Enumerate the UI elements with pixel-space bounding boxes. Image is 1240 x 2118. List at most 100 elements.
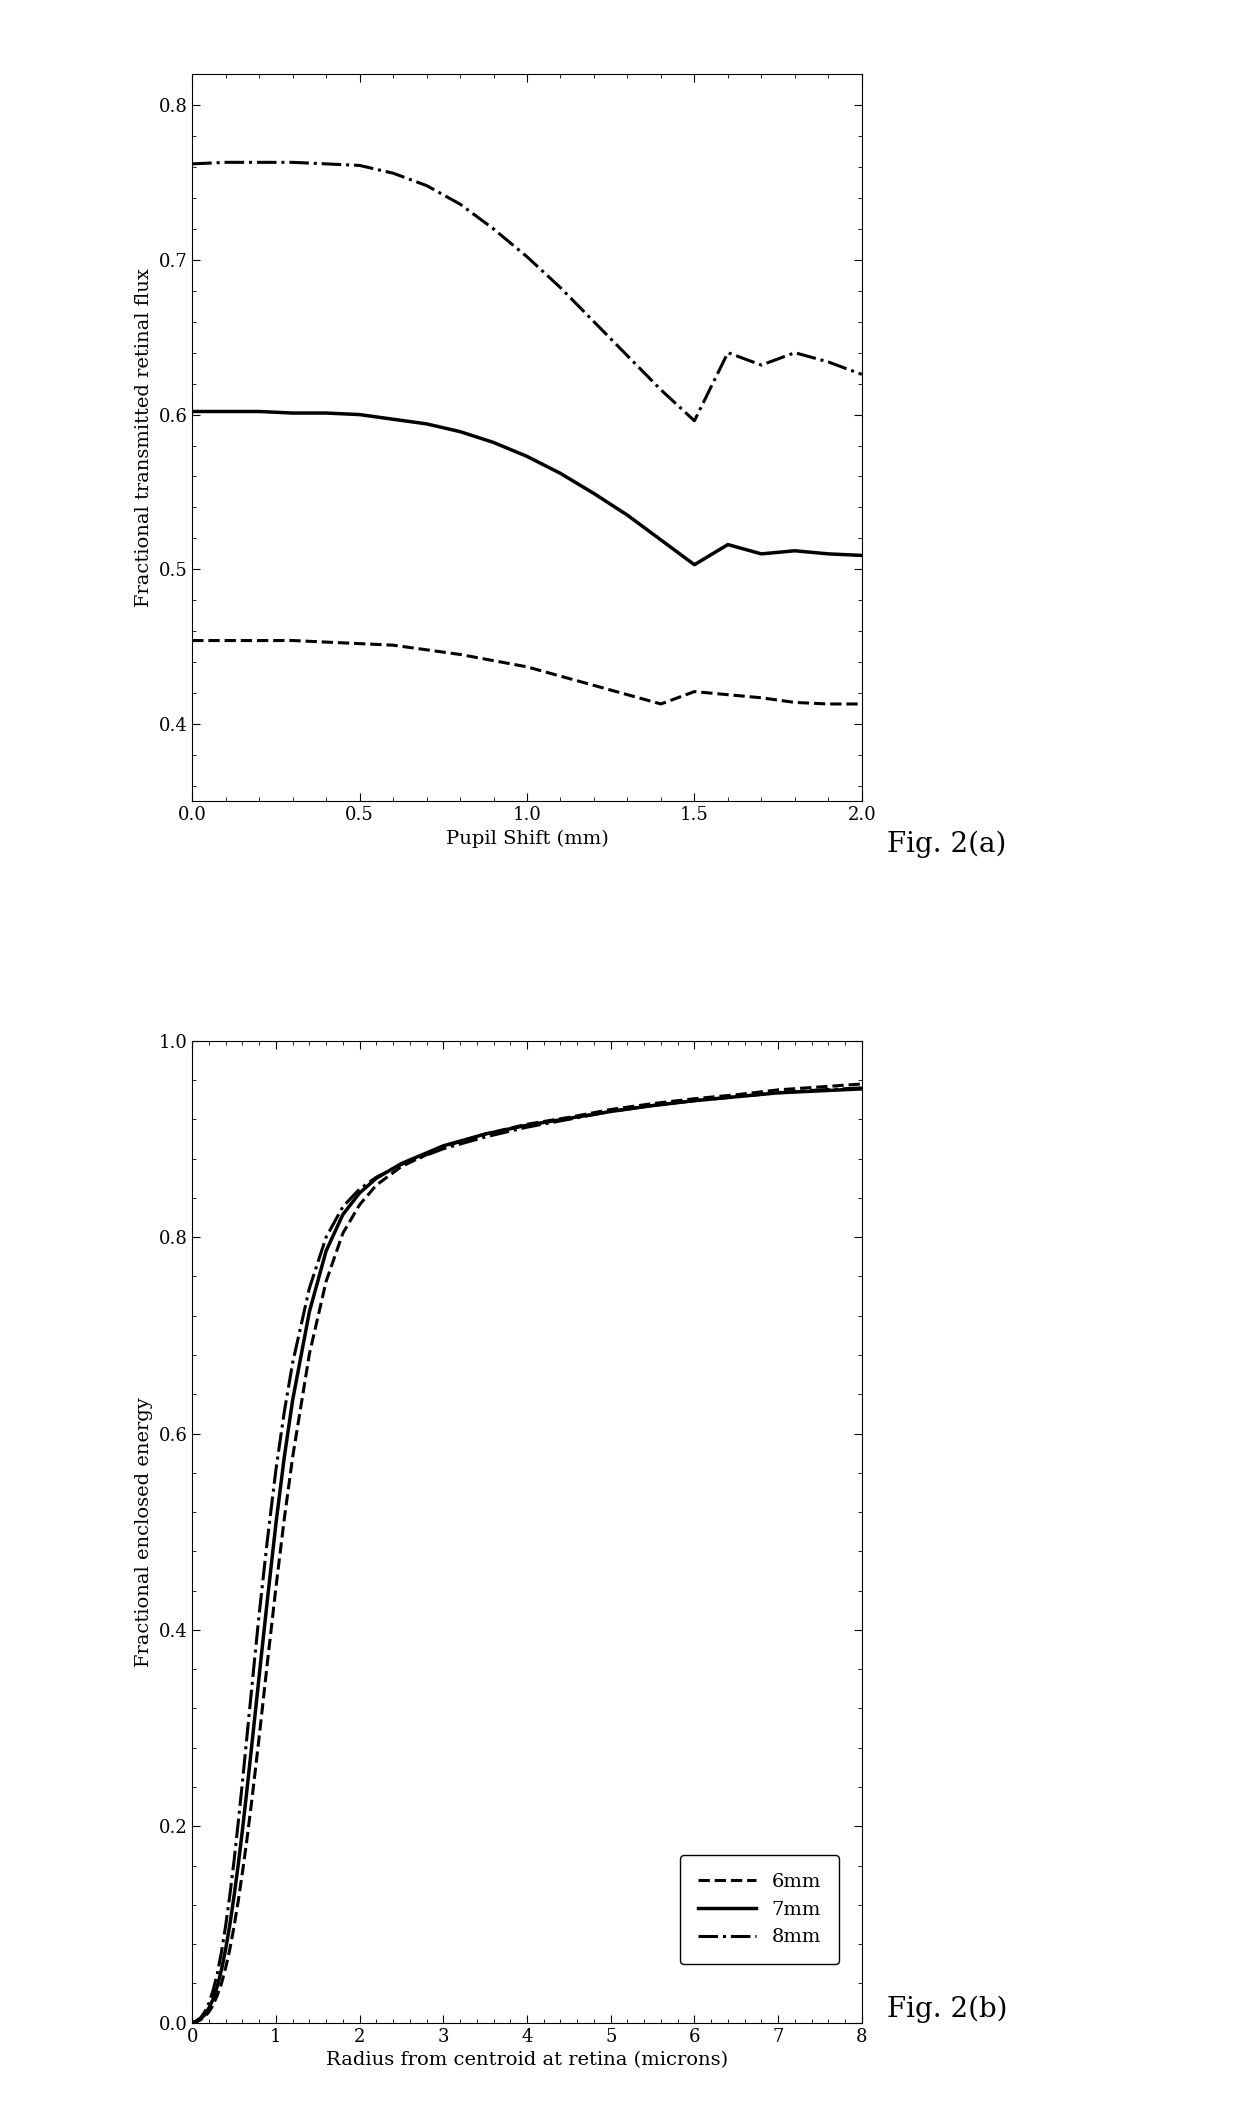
- 7mm: [231, 1851, 246, 1877]
- 8mm: [277, 1400, 291, 1425]
- 7mm: [268, 1510, 283, 1536]
- 6mm: [252, 1724, 267, 1749]
- Line: 6mm: 6mm: [192, 1084, 862, 2023]
- 6mm: [335, 1220, 351, 1245]
- 6mm: [436, 1133, 451, 1159]
- 8mm: [239, 1726, 254, 1752]
- Text: Fig. 2(b): Fig. 2(b): [887, 1995, 1007, 2023]
- 8mm: [477, 1125, 492, 1150]
- 7mm: [352, 1180, 367, 1205]
- 6mm: [218, 1955, 233, 1980]
- 6mm: [352, 1192, 367, 1218]
- 6mm: [227, 1915, 242, 1940]
- 7mm: [260, 1586, 275, 1612]
- 7mm: [370, 1165, 384, 1190]
- 7mm: [234, 1817, 249, 1843]
- 6mm: [215, 1970, 229, 1995]
- 7mm: [562, 1106, 577, 1131]
- 7mm: [227, 1883, 242, 1908]
- 7mm: [436, 1133, 451, 1159]
- 6mm: [477, 1120, 492, 1146]
- 8mm: [206, 1978, 221, 2004]
- 8mm: [645, 1093, 660, 1118]
- X-axis label: Pupil Shift (mm): Pupil Shift (mm): [445, 830, 609, 847]
- 7mm: [729, 1084, 744, 1110]
- 8mm: [188, 2008, 203, 2033]
- 7mm: [394, 1150, 409, 1175]
- 7mm: [252, 1663, 267, 1688]
- 7mm: [303, 1298, 317, 1324]
- 6mm: [206, 1993, 221, 2018]
- 6mm: [645, 1091, 660, 1116]
- Line: 8mm: 8mm: [192, 1089, 862, 2023]
- 7mm: [197, 2002, 212, 2027]
- 6mm: [231, 1889, 246, 1915]
- 7mm: [215, 1957, 229, 1982]
- 7mm: [193, 2006, 208, 2031]
- 8mm: [285, 1349, 300, 1375]
- 7mm: [319, 1239, 334, 1264]
- 6mm: [729, 1082, 744, 1108]
- Text: Fig. 2(a): Fig. 2(a): [887, 830, 1006, 858]
- 6mm: [285, 1444, 300, 1470]
- 6mm: [319, 1269, 334, 1294]
- 6mm: [201, 1999, 217, 2025]
- 8mm: [729, 1084, 744, 1110]
- 6mm: [812, 1074, 827, 1099]
- 7mm: [277, 1444, 291, 1470]
- 6mm: [303, 1341, 317, 1366]
- 8mm: [260, 1525, 275, 1550]
- 8mm: [854, 1076, 869, 1101]
- 8mm: [215, 1940, 229, 1966]
- 7mm: [185, 2010, 200, 2035]
- 8mm: [319, 1224, 334, 1250]
- 6mm: [520, 1112, 534, 1137]
- Line: 7mm: 7mm: [192, 1089, 862, 2023]
- 8mm: [197, 1999, 212, 2025]
- 6mm: [854, 1072, 869, 1097]
- 8mm: [335, 1195, 351, 1220]
- 6mm: [562, 1106, 577, 1131]
- 8mm: [243, 1686, 258, 1711]
- 6mm: [188, 2010, 203, 2035]
- 8mm: [303, 1275, 317, 1300]
- 6mm: [687, 1087, 702, 1112]
- 8mm: [436, 1135, 451, 1161]
- 7mm: [218, 1936, 233, 1961]
- 8mm: [770, 1080, 786, 1106]
- 8mm: [603, 1099, 618, 1125]
- 6mm: [222, 1936, 237, 1961]
- 8mm: [520, 1114, 534, 1139]
- 6mm: [770, 1078, 786, 1103]
- 6mm: [185, 2010, 200, 2035]
- 8mm: [222, 1883, 237, 1908]
- 8mm: [201, 1991, 217, 2016]
- 7mm: [222, 1913, 237, 1938]
- 7mm: [335, 1201, 351, 1226]
- 8mm: [234, 1769, 249, 1794]
- 7mm: [210, 1974, 224, 1999]
- 6mm: [260, 1648, 275, 1673]
- 7mm: [188, 2010, 203, 2035]
- 7mm: [206, 1987, 221, 2012]
- 7mm: [854, 1076, 869, 1101]
- 6mm: [239, 1830, 254, 1855]
- X-axis label: Radius from centroid at retina (microns): Radius from centroid at retina (microns): [326, 2050, 728, 2069]
- 6mm: [277, 1506, 291, 1531]
- 7mm: [248, 1703, 263, 1728]
- 8mm: [687, 1089, 702, 1114]
- 7mm: [520, 1112, 534, 1137]
- 6mm: [193, 2008, 208, 2033]
- 7mm: [645, 1093, 660, 1118]
- 8mm: [352, 1175, 367, 1201]
- 8mm: [562, 1106, 577, 1131]
- 6mm: [243, 1796, 258, 1821]
- 7mm: [687, 1089, 702, 1114]
- 7mm: [770, 1080, 786, 1106]
- Legend: 6mm, 7mm, 8mm: 6mm, 7mm, 8mm: [681, 1855, 838, 1963]
- 8mm: [370, 1165, 384, 1190]
- 7mm: [812, 1078, 827, 1103]
- 6mm: [234, 1860, 249, 1885]
- 6mm: [370, 1173, 384, 1199]
- 6mm: [394, 1154, 409, 1180]
